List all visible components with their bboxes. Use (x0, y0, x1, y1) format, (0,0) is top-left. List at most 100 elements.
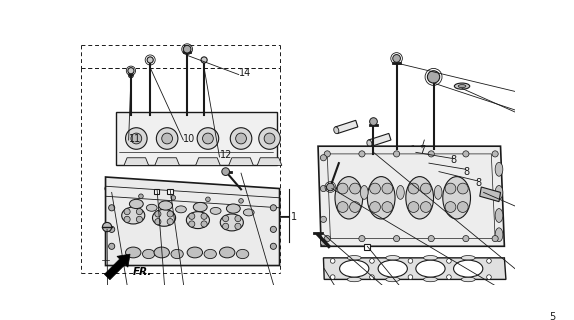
Text: 12: 12 (219, 150, 232, 160)
Ellipse shape (453, 260, 483, 277)
Circle shape (189, 213, 195, 219)
Circle shape (394, 151, 400, 157)
Circle shape (327, 183, 334, 191)
Text: FR.: FR. (133, 267, 152, 277)
Circle shape (382, 202, 393, 212)
Circle shape (457, 183, 468, 194)
Ellipse shape (458, 84, 466, 88)
Circle shape (359, 236, 365, 242)
Circle shape (324, 236, 331, 242)
Ellipse shape (154, 247, 169, 258)
Ellipse shape (360, 186, 368, 199)
Circle shape (350, 183, 360, 194)
Circle shape (259, 128, 280, 149)
Polygon shape (124, 158, 149, 165)
Ellipse shape (333, 127, 339, 134)
Circle shape (428, 151, 435, 157)
Ellipse shape (236, 249, 249, 259)
Ellipse shape (461, 277, 475, 282)
Circle shape (201, 213, 207, 219)
Text: 8: 8 (464, 167, 470, 177)
Circle shape (382, 183, 393, 194)
Circle shape (320, 216, 327, 222)
Polygon shape (106, 177, 280, 266)
Ellipse shape (435, 186, 442, 199)
Text: 8: 8 (475, 178, 481, 188)
Circle shape (331, 275, 335, 279)
Circle shape (162, 133, 173, 144)
Ellipse shape (495, 209, 503, 222)
Ellipse shape (210, 207, 221, 214)
Ellipse shape (129, 199, 144, 209)
Circle shape (447, 275, 451, 279)
Text: 5: 5 (549, 312, 555, 320)
Ellipse shape (455, 83, 470, 89)
Circle shape (270, 226, 277, 232)
Ellipse shape (335, 177, 363, 219)
Polygon shape (364, 244, 370, 250)
Circle shape (370, 275, 374, 279)
Ellipse shape (220, 214, 243, 231)
Polygon shape (104, 254, 130, 280)
Circle shape (137, 216, 142, 222)
Circle shape (203, 133, 214, 144)
Ellipse shape (416, 260, 445, 277)
Ellipse shape (443, 177, 471, 219)
Text: 1: 1 (291, 212, 297, 222)
Circle shape (393, 55, 401, 62)
Ellipse shape (424, 256, 437, 260)
Text: 10: 10 (183, 133, 196, 143)
Ellipse shape (243, 209, 254, 216)
Circle shape (108, 243, 115, 249)
Circle shape (428, 71, 440, 83)
Circle shape (223, 215, 228, 222)
Circle shape (320, 186, 327, 192)
Ellipse shape (126, 247, 141, 258)
Circle shape (167, 211, 173, 217)
Ellipse shape (378, 260, 408, 277)
Polygon shape (167, 188, 173, 194)
Circle shape (408, 183, 419, 194)
Polygon shape (480, 187, 501, 202)
Circle shape (124, 216, 130, 222)
Ellipse shape (219, 247, 235, 258)
Ellipse shape (414, 164, 420, 171)
Circle shape (128, 68, 134, 74)
Ellipse shape (461, 256, 475, 260)
Circle shape (492, 236, 498, 242)
Ellipse shape (495, 162, 503, 176)
Circle shape (338, 202, 348, 212)
Polygon shape (196, 158, 220, 165)
Text: 14: 14 (239, 68, 251, 78)
Circle shape (338, 183, 348, 194)
Circle shape (155, 211, 161, 217)
Ellipse shape (347, 256, 361, 260)
Circle shape (320, 239, 327, 245)
Circle shape (235, 215, 241, 222)
Polygon shape (228, 158, 253, 165)
Circle shape (457, 202, 468, 212)
Ellipse shape (122, 207, 145, 224)
Polygon shape (335, 120, 358, 133)
Circle shape (156, 128, 178, 149)
Circle shape (359, 151, 365, 157)
Circle shape (324, 151, 331, 157)
Circle shape (222, 168, 230, 175)
Circle shape (171, 196, 176, 200)
Circle shape (492, 151, 498, 157)
Circle shape (108, 226, 115, 232)
Ellipse shape (340, 260, 369, 277)
Circle shape (197, 128, 219, 149)
Circle shape (137, 209, 142, 215)
Circle shape (167, 219, 173, 225)
Circle shape (445, 202, 456, 212)
Circle shape (230, 128, 252, 149)
Circle shape (408, 259, 413, 263)
Circle shape (331, 259, 335, 263)
Circle shape (108, 205, 115, 211)
Circle shape (183, 45, 191, 53)
Polygon shape (155, 158, 180, 165)
Circle shape (239, 198, 243, 203)
Polygon shape (369, 133, 391, 147)
Ellipse shape (153, 209, 176, 226)
